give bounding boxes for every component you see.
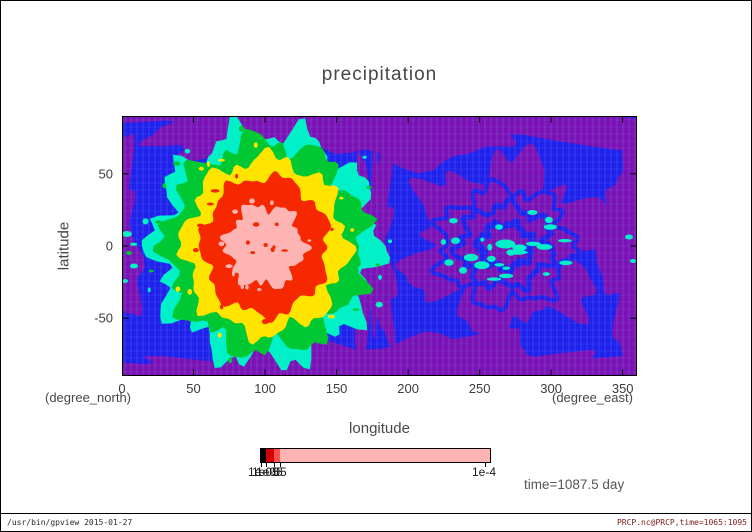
x-tick-label: 350 (611, 381, 634, 396)
x-tick-label: 250 (468, 381, 491, 396)
y-tick-label: 0 (105, 238, 113, 254)
status-bar: /usr/bin/gpview 2015-01-27 PRCP.nc@PRCP,… (1, 513, 751, 531)
time-annotation: time=1087.5 day (524, 477, 625, 492)
x-tick-label: 300 (540, 381, 563, 396)
y-axis-unit: (degree_north) (45, 390, 131, 405)
colorbar-tick (485, 463, 486, 467)
x-axis-label: longitude (349, 420, 410, 437)
colorbar-max-label: 1e-4 (471, 465, 497, 479)
plot-title: precipitation (321, 64, 438, 85)
y-axis-label: latitude (55, 221, 73, 271)
colorbar-min-label-text: 1e-05 (248, 465, 279, 479)
colorbar-min-label-text: 1e-05 (256, 465, 287, 479)
colorbar-tick (266, 463, 267, 467)
x-tick-label: 100 (254, 381, 276, 396)
status-command: /usr/bin/gpview 2015-01-27 (7, 518, 133, 527)
colorbar-min-label-text: 1e-05 (252, 465, 283, 479)
y-tick-label: -50 (94, 310, 113, 326)
x-tick-label: 150 (325, 381, 348, 396)
x-tick-label: 0 (118, 381, 126, 396)
x-tick-label: 200 (397, 381, 419, 396)
colorbar-tick (280, 463, 281, 467)
contour-plot (122, 116, 637, 376)
x-axis-unit: (degree_east) (552, 390, 633, 405)
colorbar-segment (266, 449, 274, 462)
colorbar-min-label: 1e-05 1e-05 1e-05 (248, 465, 318, 479)
status-dataset: PRCP.nc@PRCP,time=1065:1095 (616, 518, 747, 527)
colorbar-segment (280, 449, 490, 462)
colorbar-tick (261, 463, 262, 467)
colorbar-segment (261, 449, 266, 462)
y-tick-label: 50 (98, 166, 113, 182)
colorbar-tick (274, 463, 275, 467)
colorbar (260, 448, 491, 463)
colorbar-segment (274, 449, 280, 462)
x-tick-label: 50 (186, 381, 201, 396)
